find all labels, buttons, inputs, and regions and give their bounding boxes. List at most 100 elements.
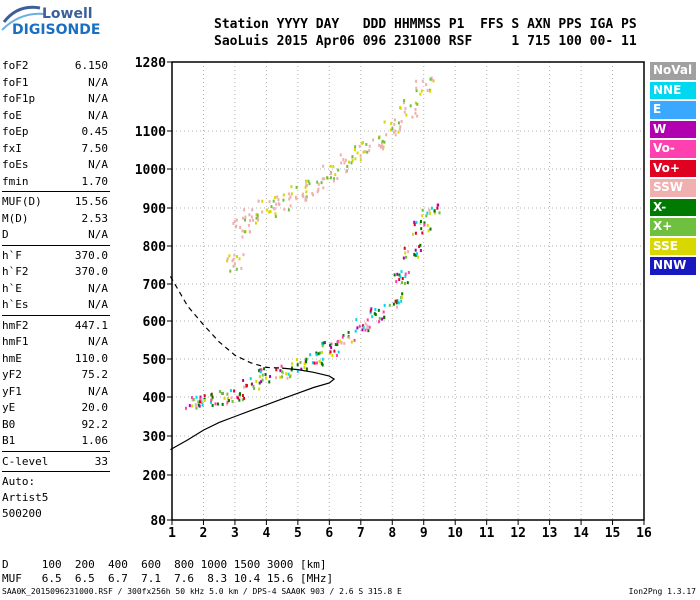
echo-point [304, 179, 307, 183]
echo-point [414, 111, 417, 115]
param-label: h`F2 [2, 265, 29, 278]
param-row: h`Es N/A [2, 297, 110, 314]
echo-point [245, 384, 248, 388]
echo-point [239, 226, 242, 230]
legend-item-nnw: NNW [650, 257, 696, 275]
echo-point [232, 221, 235, 225]
legend-item-x-: X+ [650, 218, 696, 236]
echo-point [337, 350, 340, 354]
echo-point [282, 198, 285, 202]
echo-point [250, 215, 253, 219]
echo-point [281, 370, 284, 374]
echo-point [333, 349, 336, 353]
echo-point [256, 213, 259, 217]
echo-point [377, 308, 380, 312]
param-value: 2.53 [81, 211, 109, 225]
muf-row: MUF 6.5 6.5 6.7 7.1 7.6 8.3 10.4 15.6 [M… [2, 572, 334, 585]
echo-point [291, 362, 294, 366]
echo-point [231, 399, 234, 403]
param-row: foEs N/A [2, 157, 110, 174]
echo-point [407, 250, 410, 254]
echo-point [342, 158, 345, 162]
echo-point [371, 315, 374, 319]
echo-point [383, 140, 386, 144]
param-value: N/A [88, 75, 108, 89]
param-row: B1 1.06 [2, 433, 110, 450]
echo-point [378, 136, 381, 140]
echo-point [295, 185, 298, 189]
echo-point [383, 120, 386, 124]
echo-point [362, 150, 365, 154]
echo-point [350, 340, 353, 344]
echo-point [404, 251, 407, 255]
echo-point [255, 216, 258, 220]
echo-point [431, 78, 434, 82]
echo-point [369, 311, 372, 315]
echo-point [414, 248, 417, 252]
echo-point [258, 387, 261, 391]
echo-point [404, 255, 407, 259]
param-value: 0.45 [81, 125, 109, 138]
echo-point [275, 376, 278, 380]
param-row: hmF2 447.1 [2, 318, 110, 335]
echo-point [388, 303, 391, 307]
param-label: hmF1 [2, 335, 29, 348]
echo-point [295, 197, 298, 201]
echo-point [343, 341, 346, 345]
echo-point [241, 235, 244, 239]
echo-point [401, 277, 404, 281]
echo-point [374, 307, 377, 311]
echo-point [231, 259, 234, 263]
echo-point [272, 199, 275, 203]
x-tick-label: 2 [200, 526, 208, 541]
autoscaling-text: Artist5 [2, 491, 49, 504]
echo-point [259, 370, 262, 374]
echo-point [243, 230, 246, 234]
echo-point [257, 218, 260, 222]
echo-point [321, 177, 324, 181]
echo-point [311, 361, 314, 365]
legend-item-sse: SSE [650, 237, 696, 255]
echo-point [365, 142, 368, 146]
echo-point [414, 253, 417, 257]
echo-point [265, 376, 268, 380]
echo-point [303, 365, 306, 369]
echo-point [260, 380, 263, 384]
echo-point [257, 199, 260, 203]
echo-point [243, 385, 246, 389]
echo-point [253, 387, 256, 391]
echo-point [289, 195, 292, 199]
echo-point [415, 86, 418, 90]
echo-point [270, 205, 273, 209]
param-row: h`F2 370.0 [2, 264, 110, 281]
param-separator [2, 191, 110, 192]
echo-point [211, 403, 214, 407]
echo-point [237, 396, 240, 400]
echo-point [329, 350, 332, 354]
param-label: MUF(D) [2, 195, 42, 208]
x-tick-label: 7 [357, 526, 365, 541]
echo-point [304, 185, 307, 189]
logo-lowell-text: Lowell [42, 6, 93, 22]
echo-point [341, 335, 344, 339]
param-row: M(D) 2.53 [2, 211, 110, 228]
echo-point [361, 328, 364, 332]
echo-point [317, 182, 320, 186]
param-label: yE [2, 401, 16, 414]
echo-point [305, 360, 308, 364]
echo-point [356, 151, 359, 155]
echo-point [268, 200, 271, 204]
param-row: h`E N/A [2, 281, 110, 298]
legend-item-vo-: Vo- [650, 140, 696, 158]
echo-point [300, 367, 303, 371]
echo-point [317, 352, 320, 356]
echo-point [249, 230, 252, 234]
y-tick-label: 900 [143, 202, 167, 217]
echo-point [313, 361, 316, 365]
x-tick-label: 13 [542, 526, 558, 541]
x-tick-label: 4 [262, 526, 270, 541]
echo-point [288, 192, 291, 196]
echo-point [354, 148, 357, 152]
param-label: foEp [2, 125, 29, 138]
